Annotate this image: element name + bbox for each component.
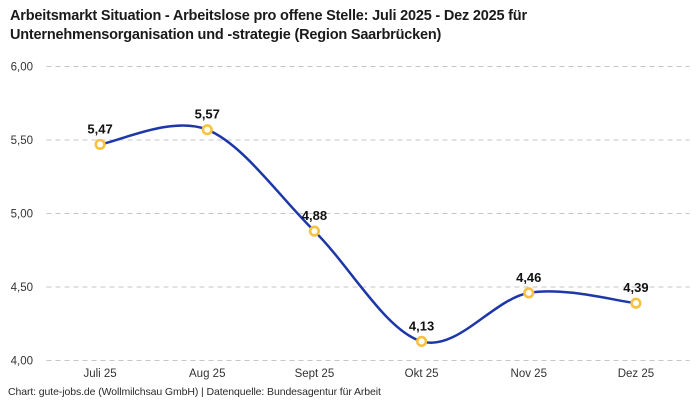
chart-title: Arbeitsmarkt Situation - Arbeitslose pro… (10, 7, 692, 44)
x-axis-label: Juli 25 (83, 368, 116, 380)
y-axis-tick-label: 6,00 (11, 62, 33, 74)
data-point-marker[interactable] (201, 124, 213, 136)
x-axis-label: Sept 25 (295, 368, 335, 380)
data-point-label: 4,46 (516, 270, 541, 285)
x-axis-label: Aug 25 (189, 368, 225, 380)
trend-line (98, 124, 638, 344)
data-point-marker[interactable] (523, 287, 535, 299)
data-point-label: 4,13 (409, 318, 434, 333)
x-axis-label: Okt 25 (405, 368, 439, 380)
data-point-marker[interactable] (308, 225, 321, 237)
data-point-marker[interactable] (630, 297, 642, 309)
data-point-marker[interactable] (415, 335, 428, 347)
x-axis-label: Dez 25 (618, 368, 654, 380)
y-axis-tick-label: 5,00 (11, 209, 33, 221)
data-point-label: 5,57 (195, 107, 220, 122)
data-point-label: 4,88 (302, 208, 327, 223)
chart-title-line1: Arbeitsmarkt Situation - Arbeitslose pro… (10, 8, 527, 24)
data-point-label: 5,47 (87, 121, 112, 136)
y-axis-tick-label: 4,00 (11, 356, 33, 368)
chart-title-line2: Unternehmensorganisation und -strategie … (10, 26, 442, 43)
chart-credit: Chart: gute-jobs.de (Wollmilchsau GmbH) … (8, 386, 381, 398)
y-axis-tick-label: 4,50 (11, 282, 33, 294)
x-axis-label: Nov 25 (511, 368, 547, 380)
data-point-marker[interactable] (94, 138, 106, 151)
data-point-label: 4,39 (623, 280, 648, 295)
y-axis-tick-label: 5,50 (11, 135, 33, 147)
